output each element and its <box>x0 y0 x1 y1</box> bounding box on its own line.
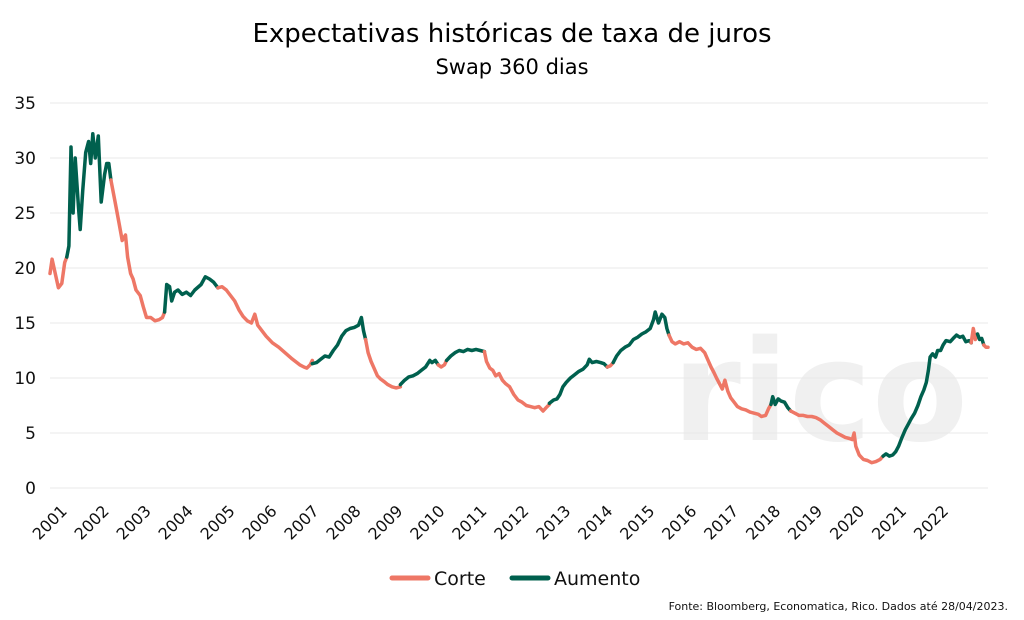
series-aumento-segment <box>611 310 671 365</box>
series-aumento-segment <box>881 333 973 458</box>
series-aumento-segment <box>769 394 793 413</box>
y-tick-label: 5 <box>25 424 36 444</box>
x-tick-label: 2018 <box>742 501 784 543</box>
y-axis: 0 5 10 15 20 25 30 35 <box>14 94 36 499</box>
legend-label-corte: Corte <box>434 568 486 590</box>
series-corte-segment <box>436 358 449 369</box>
x-tick-label: 2012 <box>490 501 532 543</box>
x-tick-label: 2019 <box>784 501 826 543</box>
series-corte-segment <box>667 333 773 419</box>
series-aumento-segment <box>444 347 487 363</box>
x-tick-label: 2009 <box>364 501 406 543</box>
y-tick-label: 25 <box>14 204 36 224</box>
x-tick-label: 2021 <box>868 501 910 543</box>
series-aumento-segment <box>975 332 986 347</box>
x-tick-label: 2022 <box>910 501 952 543</box>
x-tick-label: 2016 <box>658 501 700 543</box>
chart-title: Expectativas históricas de taxa de juros <box>252 19 771 49</box>
gridlines <box>50 102 988 489</box>
series-aumento-segment <box>398 358 440 387</box>
y-tick-label: 35 <box>14 94 36 114</box>
series-corte-segment <box>48 255 69 290</box>
x-tick-label: 2007 <box>280 501 322 543</box>
x-axis: 2001 2002 2003 2004 2005 2006 2007 2008 2009 2010… <box>29 501 953 543</box>
x-tick-label: 2020 <box>826 501 868 543</box>
y-tick-label: 10 <box>14 369 36 389</box>
y-tick-label: 0 <box>25 479 36 499</box>
series-corte-segment <box>109 178 167 323</box>
series-corte-segment <box>969 326 980 345</box>
series-corte-segment <box>216 284 315 370</box>
series-aumento-segment <box>547 357 610 406</box>
series-aumento-segment <box>310 315 368 366</box>
x-tick-label: 2014 <box>574 501 616 543</box>
watermark: rico <box>672 311 968 474</box>
y-tick-label: 20 <box>14 259 36 279</box>
series-aumento-segment <box>65 132 113 259</box>
chart-subtitle: Swap 360 dias <box>435 55 588 79</box>
x-tick-label: 2005 <box>196 501 238 543</box>
x-tick-label: 2015 <box>616 501 658 543</box>
series-lines <box>48 132 990 465</box>
x-tick-label: 2010 <box>406 501 448 543</box>
series-aumento-segment <box>162 275 220 314</box>
x-tick-label: 2011 <box>448 501 490 543</box>
x-tick-label: 2001 <box>29 501 71 543</box>
series-corte-segment <box>363 337 403 390</box>
x-tick-label: 2013 <box>532 501 574 543</box>
x-tick-label: 2017 <box>700 501 742 543</box>
series-corte-segment <box>982 343 990 349</box>
source-note: Fonte: Bloomberg, Economatica, Rico. Dad… <box>669 600 1008 613</box>
y-tick-label: 30 <box>14 149 36 169</box>
series-corte-segment <box>482 349 552 413</box>
x-tick-label: 2008 <box>322 501 364 543</box>
legend: Corte Aumento <box>389 568 640 590</box>
x-tick-label: 2002 <box>71 501 113 543</box>
x-tick-label: 2003 <box>113 501 155 543</box>
legend-label-aumento: Aumento <box>554 568 640 590</box>
x-tick-label: 2004 <box>155 501 197 543</box>
y-tick-label: 15 <box>14 314 36 334</box>
x-tick-label: 2006 <box>238 501 280 543</box>
series-corte-segment <box>788 409 885 465</box>
